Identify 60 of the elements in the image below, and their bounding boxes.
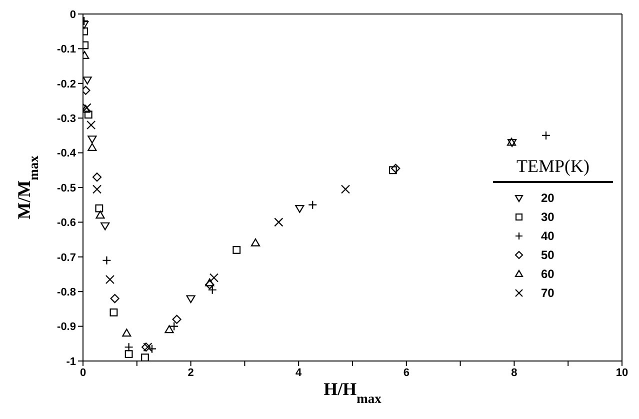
point — [205, 280, 214, 290]
legend-label: 20 — [541, 191, 554, 205]
y-tick-label: -0.9 — [57, 321, 76, 334]
point — [88, 143, 97, 151]
x-tick-label: 0 — [80, 366, 86, 379]
y-tick-label: -0.3 — [57, 113, 76, 126]
y-tick-label: -0.8 — [57, 286, 76, 299]
point — [209, 273, 219, 282]
point — [110, 294, 120, 304]
point — [86, 120, 96, 130]
x-tick-label: 6 — [403, 366, 410, 379]
y-tick-label: -0.2 — [57, 78, 76, 90]
point — [340, 184, 350, 194]
point — [105, 274, 114, 284]
y-tick-label: -0.6 — [57, 217, 76, 230]
point — [122, 328, 132, 337]
point — [110, 308, 118, 316]
point — [84, 110, 92, 119]
point — [95, 204, 104, 212]
legend-label: 40 — [541, 229, 554, 243]
x-tick-label: 8 — [511, 366, 518, 379]
legend-label: 70 — [541, 286, 554, 300]
point — [308, 200, 318, 210]
legend-label: 60 — [541, 267, 554, 281]
point — [205, 278, 214, 286]
legend-label: 30 — [541, 210, 554, 224]
point — [388, 166, 397, 174]
legend-label: 50 — [541, 248, 554, 262]
x-axis-title: H/H$_{max}$ — [324, 379, 382, 406]
y-tick-label: 0 — [70, 8, 76, 21]
point — [232, 246, 241, 254]
point — [96, 210, 105, 219]
point — [172, 314, 182, 324]
point — [124, 342, 134, 352]
x-tick-label: 2 — [188, 366, 194, 379]
point — [124, 350, 133, 358]
point — [147, 344, 157, 354]
point — [391, 164, 400, 173]
point — [92, 172, 102, 182]
y-tick-label: -0.5 — [57, 182, 76, 194]
point — [83, 76, 92, 84]
point — [250, 238, 260, 246]
point — [88, 136, 97, 144]
y-tick-label: -0.7 — [57, 252, 76, 264]
y-tick-label: -0.1 — [57, 44, 76, 56]
point — [274, 218, 284, 227]
x-tick-label: 4 — [296, 366, 303, 379]
point — [164, 325, 174, 334]
point — [541, 130, 551, 140]
point — [186, 295, 196, 304]
point — [170, 322, 179, 331]
point — [141, 354, 149, 361]
point — [295, 204, 304, 213]
legend-title: TEMP(K) — [516, 156, 590, 178]
y-tick-label: -0.4 — [57, 148, 77, 160]
x-tick-label: 10 — [616, 366, 628, 379]
point — [100, 222, 110, 230]
y-tick-label: -1 — [66, 356, 76, 368]
point — [102, 256, 112, 265]
point — [92, 184, 102, 194]
